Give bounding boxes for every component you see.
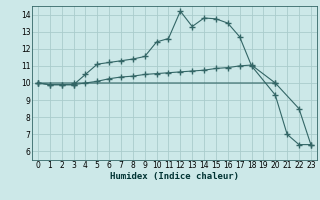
X-axis label: Humidex (Indice chaleur): Humidex (Indice chaleur) (110, 172, 239, 181)
